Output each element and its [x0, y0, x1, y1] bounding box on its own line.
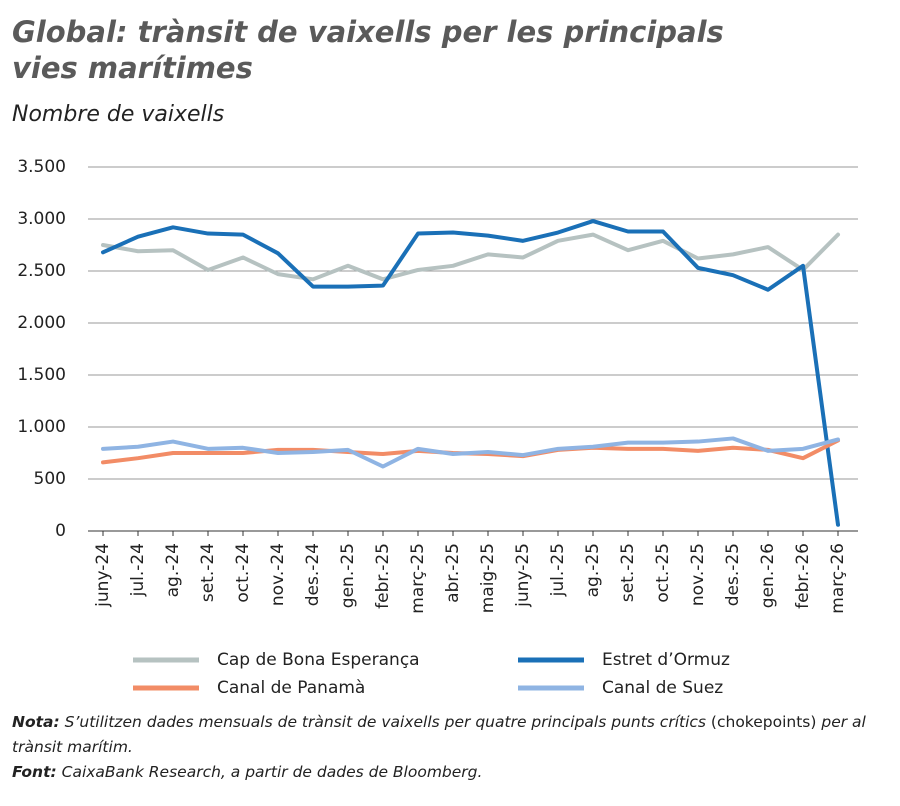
source-label: Font:	[12, 763, 57, 781]
y-tick-label: 3.500	[17, 157, 66, 177]
legend-label: Canal de Panamà	[217, 678, 365, 698]
legend-label: Estret d’Ormuz	[602, 650, 730, 670]
x-tick-label: set.-25	[618, 543, 638, 602]
note-text: S’utilitzen dades mensuals de trànsit de…	[64, 713, 706, 731]
x-tick-label: febr.-26	[793, 543, 813, 609]
x-tick-label: gen.-26	[758, 543, 778, 608]
x-tick-label: nov.-24	[268, 543, 288, 606]
note-term: (chokepoints)	[710, 713, 817, 731]
y-tick-label: 500	[34, 469, 66, 489]
x-tick-label: set.-24	[198, 543, 218, 602]
note-text-end: per al trànsit marítim.	[12, 713, 866, 756]
chart: 0 500 1.000 1.500 2.000 2.500 3.000 3.500 juny-2…	[17, 157, 858, 698]
x-tick-label: juny-24	[93, 543, 113, 608]
y-tick-label: 2.500	[17, 261, 66, 281]
legend-label: Cap de Bona Esperança	[217, 650, 420, 670]
x-tick-label: abr.-25	[443, 543, 463, 603]
y-tick-label: 0	[55, 521, 66, 541]
x-tick-label: oct.-25	[653, 543, 673, 603]
y-tick-label: 2.000	[17, 313, 66, 333]
x-tick-label: gen.-25	[338, 543, 358, 608]
y-tick-label: 3.000	[17, 209, 66, 229]
x-tick-label: des.-25	[723, 543, 743, 606]
x-tick-label: juny-25	[513, 543, 533, 608]
x-tick-label: març-26	[828, 543, 848, 614]
y-tick-label: 1.000	[17, 417, 66, 437]
series-line	[101, 219, 840, 527]
x-tick-label: ag.-24	[163, 543, 183, 597]
x-tick-label: maig-25	[478, 543, 498, 613]
x-tick-label: febr.-25	[373, 543, 393, 609]
series-line	[101, 232, 840, 282]
chart-subtitle: Nombre de vaixells	[12, 102, 225, 127]
note: Nota: S’utilitzen dades mensuals de tràn…	[12, 710, 892, 760]
chart-title: Global: trànsit de vaixells per les prin…	[12, 15, 724, 85]
x-tick-label: jul.-25	[548, 543, 568, 597]
x-tick-label: jul.-24	[128, 543, 148, 597]
x-tick-label: nov.-25	[688, 543, 708, 606]
source: Font: CaixaBank Research, a partir de da…	[12, 760, 892, 785]
source-text: CaixaBank Research, a partir de dades de…	[61, 763, 483, 781]
series-line	[101, 436, 840, 469]
x-tick-label: ag.-25	[583, 543, 603, 597]
notes: Nota: S’utilitzen dades mensuals de tràn…	[12, 710, 892, 785]
x-tick-label: oct.-24	[233, 543, 253, 603]
legend-label: Canal de Suez	[602, 678, 723, 698]
x-tick-label: des.-24	[303, 543, 323, 606]
note-label: Nota:	[12, 713, 60, 731]
y-tick-label: 1.500	[17, 365, 66, 385]
x-tick-label: març-25	[408, 543, 428, 614]
